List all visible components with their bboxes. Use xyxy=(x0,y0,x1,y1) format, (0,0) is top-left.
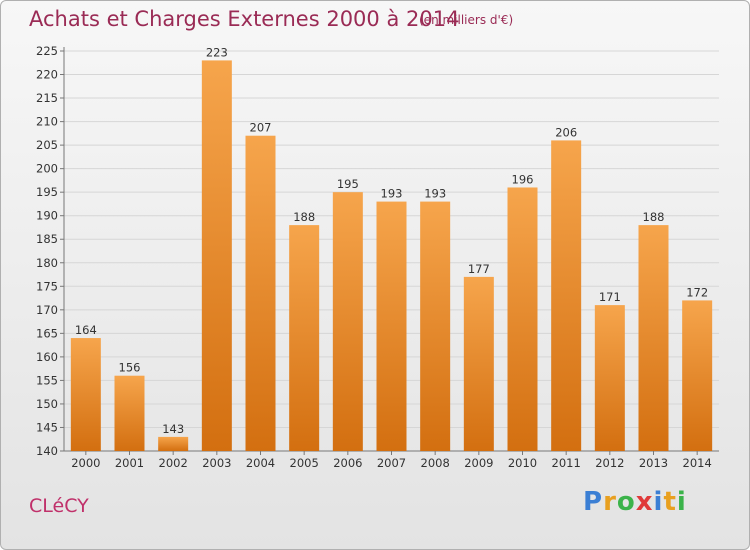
bar-value-label: 193 xyxy=(381,187,403,201)
bar xyxy=(594,305,625,451)
x-tick-label: 2001 xyxy=(115,456,144,470)
bar xyxy=(70,338,101,451)
bar-value-label: 206 xyxy=(555,125,577,139)
x-tick-label: 2008 xyxy=(421,456,450,470)
bar-value-label: 196 xyxy=(512,172,534,186)
y-tick-label: 175 xyxy=(36,279,58,293)
x-tick-label: 2013 xyxy=(639,456,668,470)
chart-unit: (en milliers d'€) xyxy=(419,13,514,27)
bar-value-label: 195 xyxy=(337,177,359,191)
y-tick-label: 195 xyxy=(36,185,58,199)
bar-value-label: 223 xyxy=(206,45,228,59)
y-tick-label: 185 xyxy=(36,232,58,246)
logo-letter: o xyxy=(616,487,636,517)
x-tick-label: 2007 xyxy=(377,456,406,470)
y-tick-label: 205 xyxy=(36,138,58,152)
proxiti-logo[interactable]: Proxiti xyxy=(583,487,687,517)
x-tick-label: 2004 xyxy=(246,456,275,470)
x-tick-label: 2009 xyxy=(464,456,493,470)
bar-value-label: 188 xyxy=(293,210,315,224)
bars: 164 156 143 223 207 188 195 193 193 177 196 206 171 1… xyxy=(70,45,713,452)
y-tick-label: 220 xyxy=(36,68,58,82)
bar-value-label: 143 xyxy=(162,422,184,436)
bar xyxy=(332,192,363,452)
bar xyxy=(114,375,145,451)
bar xyxy=(201,60,232,451)
y-tick-label: 210 xyxy=(36,115,58,129)
bar xyxy=(638,225,669,451)
bar-value-label: 207 xyxy=(250,121,272,135)
y-tick-label: 225 xyxy=(36,44,58,58)
bar xyxy=(376,201,407,451)
x-tick-label: 2011 xyxy=(552,456,581,470)
y-tick-label: 155 xyxy=(36,373,58,387)
bar-value-label: 164 xyxy=(75,323,97,337)
bar xyxy=(420,201,451,451)
y-tick-label: 180 xyxy=(36,256,58,270)
bar-value-label: 193 xyxy=(424,187,446,201)
logo-letter: i xyxy=(676,487,687,517)
bar xyxy=(463,276,494,451)
bar xyxy=(289,225,320,451)
logo-letter: r xyxy=(603,487,617,517)
x-tick-label: 2002 xyxy=(159,456,188,470)
x-tick-label: 2005 xyxy=(290,456,319,470)
x-tick-label: 2010 xyxy=(508,456,537,470)
town-name: CLéCY xyxy=(29,495,89,517)
bar xyxy=(551,140,582,452)
x-tick-label: 2012 xyxy=(595,456,624,470)
y-tick-label: 215 xyxy=(36,91,58,105)
logo-letter: t xyxy=(663,487,677,517)
bar-value-label: 188 xyxy=(643,210,665,224)
y-tick-label: 140 xyxy=(36,444,58,458)
bar-value-label: 177 xyxy=(468,262,490,276)
bar xyxy=(158,436,189,451)
x-tick-label: 2003 xyxy=(202,456,231,470)
y-tick-label: 165 xyxy=(36,326,58,340)
y-tick-label: 200 xyxy=(36,162,58,176)
bar xyxy=(245,135,276,452)
bar-value-label: 171 xyxy=(599,290,621,304)
bar-value-label: 156 xyxy=(119,361,141,375)
bar xyxy=(507,187,538,451)
logo-letter: x xyxy=(635,487,654,517)
x-tick-label: 2000 xyxy=(71,456,100,470)
bar xyxy=(682,300,713,451)
y-tick-label: 160 xyxy=(36,350,58,364)
x-tick-label: 2006 xyxy=(333,456,362,470)
y-tick-label: 145 xyxy=(36,420,58,434)
y-tick-label: 150 xyxy=(36,397,58,411)
chart-title: Achats et Charges Externes 2000 à 2014 xyxy=(29,7,460,31)
logo-letter: i xyxy=(653,487,664,517)
logo-letter: P xyxy=(583,487,604,517)
y-tick-label: 190 xyxy=(36,209,58,223)
x-tick-label: 2014 xyxy=(683,456,712,470)
bar-value-label: 172 xyxy=(686,285,708,299)
y-tick-label: 170 xyxy=(36,303,58,317)
